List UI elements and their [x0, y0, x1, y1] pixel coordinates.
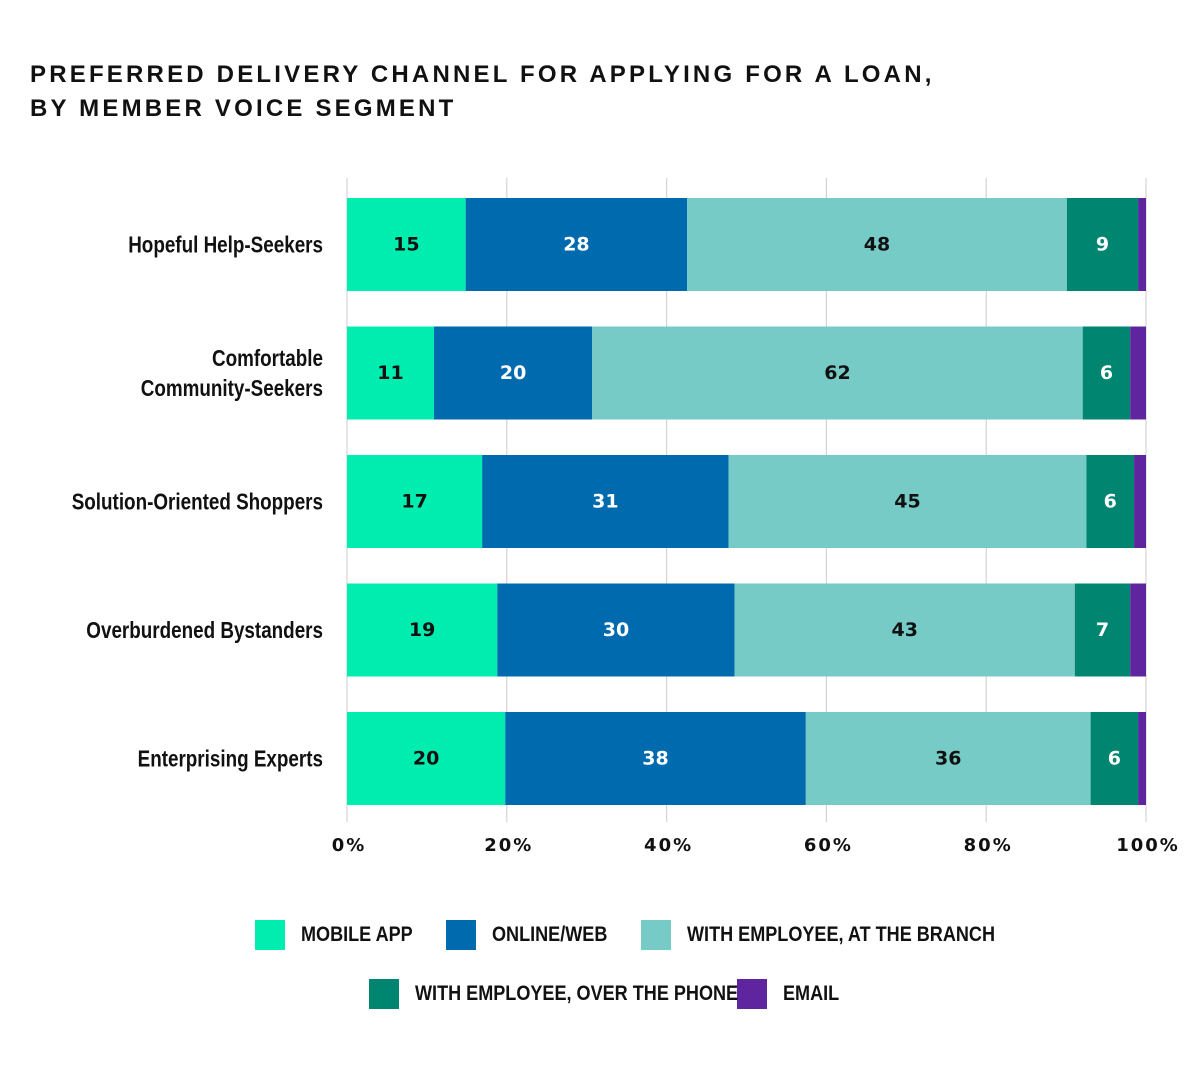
data-label: 19 — [409, 619, 435, 641]
legend-item: MOBILE APP — [254, 920, 413, 950]
legend-label: EMAIL — [783, 982, 840, 1005]
legend-swatch — [446, 920, 477, 950]
bar-row: 20 38 36 6 — [347, 712, 1146, 805]
bar-row: 15 28 48 9 — [347, 198, 1146, 291]
bar-segment — [1138, 198, 1146, 291]
legend-swatch — [369, 979, 400, 1009]
data-label: 17 — [401, 491, 427, 513]
bar-row: 17 31 45 6 — [347, 455, 1146, 548]
bar-segment — [1086, 455, 1135, 548]
bar-segment — [734, 583, 1075, 677]
category-label: Comfortable — [212, 346, 323, 371]
data-label: 7 — [1096, 619, 1109, 641]
data-label: 28 — [563, 234, 589, 256]
bar-segment — [1130, 583, 1146, 677]
data-label: 31 — [592, 491, 618, 513]
x-tick-label: 0% — [332, 835, 367, 856]
bar-segment — [1090, 712, 1139, 805]
data-label: 45 — [894, 491, 920, 513]
legend-swatch — [254, 920, 285, 950]
category-label: Solution-Oriented Shoppers — [72, 490, 323, 515]
legend-item: WITH EMPLOYEE, OVER THE PHONE — [369, 979, 738, 1009]
bar-segment — [347, 326, 435, 420]
bar-segment — [347, 583, 498, 677]
x-tick-label: 20% — [484, 835, 533, 856]
category-label: Hopeful Help-Seekers — [128, 233, 323, 258]
x-tick-label: 80% — [964, 835, 1013, 856]
data-label: 15 — [393, 234, 419, 256]
bar-segment — [1130, 326, 1146, 420]
x-tick-label: 60% — [804, 835, 853, 856]
bar-segment — [592, 326, 1083, 420]
bar-segment — [1066, 198, 1139, 291]
bar-segment — [1074, 583, 1131, 677]
x-tick-label: 100% — [1116, 835, 1180, 856]
bar-segment — [497, 583, 735, 677]
bar-segment — [1134, 455, 1146, 548]
bar-segment — [347, 198, 466, 291]
data-label: 11 — [377, 362, 403, 384]
category-label: Community-Seekers — [141, 376, 323, 401]
data-label: 6 — [1104, 491, 1117, 513]
stacked-bar-chart: 15 28 48 9 11 20 62 6 17 31 45 6 19 30 43 7 20 38 36 6 Hope… — [72, 178, 1180, 856]
bar-segment — [1138, 712, 1146, 805]
bar-segment — [505, 712, 806, 805]
data-label: 20 — [413, 748, 439, 770]
chart-title-line-2: BY MEMBER VOICE SEGMENT — [30, 95, 457, 122]
category-label: Enterprising Experts — [138, 747, 323, 772]
legend-swatch — [737, 979, 768, 1009]
bar-segment — [347, 712, 506, 805]
data-label: 43 — [891, 619, 917, 641]
bars: 15 28 48 9 11 20 62 6 17 31 45 6 19 30 43 7 20 38 36 6 — [347, 198, 1146, 805]
data-label: 62 — [824, 362, 850, 384]
bar-segment — [1082, 326, 1131, 420]
legend-swatch — [641, 920, 672, 950]
chart-title-line-1: PREFERRED DELIVERY CHANNEL FOR APPLYING … — [30, 61, 935, 88]
data-label: 38 — [642, 748, 668, 770]
bar-segment — [347, 455, 483, 548]
x-axis-ticks: 0% 20% 40% 60% 80% 100% — [332, 835, 1180, 856]
bar-row: 19 30 43 7 — [347, 583, 1146, 677]
legend-item: WITH EMPLOYEE, AT THE BRANCH — [641, 920, 995, 950]
bar-segment — [728, 455, 1087, 548]
data-label: 48 — [864, 234, 890, 256]
legend-item: EMAIL — [737, 979, 840, 1009]
bar-segment — [687, 198, 1067, 291]
data-label: 30 — [603, 619, 629, 641]
category-labels: Hopeful Help-Seekers Comfortable Community… — [72, 233, 323, 772]
legend-label: MOBILE APP — [300, 923, 413, 946]
data-label: 6 — [1100, 362, 1113, 384]
chart-title: PREFERRED DELIVERY CHANNEL FOR APPLYING … — [30, 58, 935, 126]
data-label: 20 — [500, 362, 526, 384]
bar-segment — [465, 198, 688, 291]
data-label: 36 — [935, 748, 961, 770]
x-tick-label: 40% — [644, 835, 693, 856]
bar-segment — [434, 326, 593, 420]
legend-label: WITH EMPLOYEE, OVER THE PHONE — [415, 982, 739, 1005]
legend-label: WITH EMPLOYEE, AT THE BRANCH — [687, 923, 996, 946]
legend-row-2: WITH EMPLOYEE, OVER THE PHONE EMAIL — [0, 979, 1200, 1009]
data-label: 6 — [1108, 748, 1121, 770]
legend-row-1: MOBILE APP ONLINE/WEB WITH EMPLOYEE, AT TH… — [0, 920, 1200, 950]
bar-row: 11 20 62 6 — [347, 326, 1146, 420]
legend-item: ONLINE/WEB — [446, 920, 608, 950]
category-label: Overburdened Bystanders — [86, 618, 323, 643]
bar-segment — [805, 712, 1091, 805]
data-label: 9 — [1096, 234, 1109, 256]
legend-label: ONLINE/WEB — [492, 923, 608, 946]
bar-segment — [482, 455, 729, 548]
